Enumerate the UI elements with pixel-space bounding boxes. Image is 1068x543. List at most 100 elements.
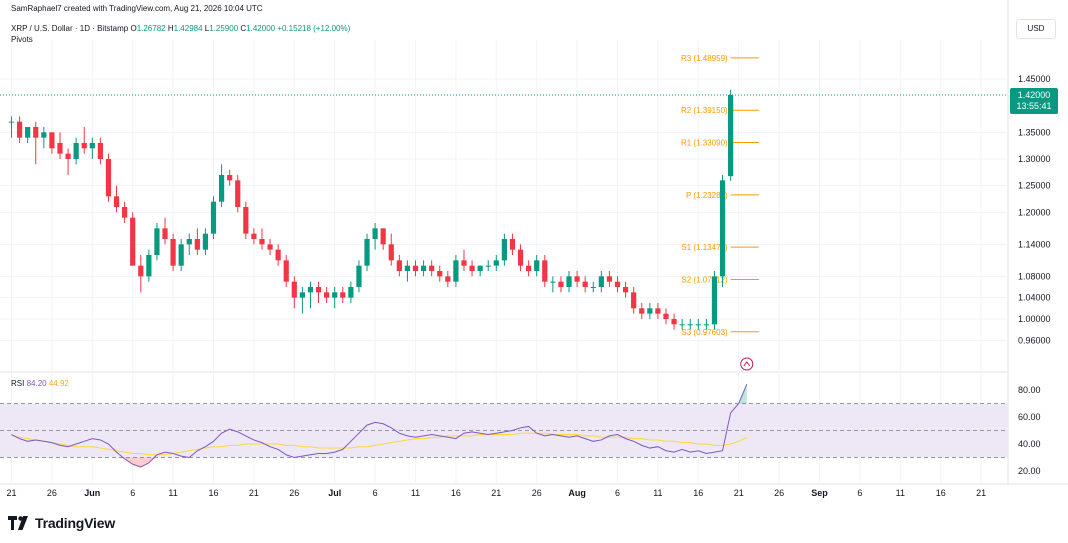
- time-tick-label: 26: [532, 488, 542, 498]
- rsi-legend[interactable]: RSI 84.20 44.92: [11, 379, 69, 388]
- candle-body: [380, 228, 386, 245]
- candle-body: [679, 324, 685, 326]
- candle-body: [412, 265, 419, 271]
- candle-body: [202, 233, 209, 250]
- candle-body: [622, 287, 629, 293]
- ohlc-high: H1.42984: [167, 24, 203, 33]
- event-marker-glyph: [743, 361, 751, 367]
- candle-body: [388, 244, 394, 261]
- candle-body: [275, 249, 281, 261]
- candle-body: [178, 244, 184, 266]
- candle-body: [687, 324, 693, 326]
- candle-body: [420, 265, 427, 271]
- candle-body: [113, 196, 120, 207]
- pivot-label-s3: S3 (0.97603): [681, 328, 728, 337]
- tradingview-logo-icon: [8, 516, 28, 530]
- candle-body: [186, 239, 192, 245]
- candle-body: [461, 260, 467, 266]
- candle-body: [542, 260, 548, 282]
- chart-header: SamRaphael7 created with TradingView.com…: [0, 0, 1068, 44]
- price-tick-label: 1.35000: [1018, 127, 1051, 137]
- candle-body: [550, 281, 556, 283]
- candle-body: [283, 260, 289, 282]
- candle-body: [493, 260, 499, 266]
- time-tick-label: 16: [208, 488, 218, 498]
- ohlc-low: L1.25900: [204, 24, 239, 33]
- time-tick-label: 6: [373, 488, 378, 498]
- time-tick-label: 16: [451, 488, 461, 498]
- candle-body: [453, 260, 459, 282]
- ohlc-close: C1.42000: [240, 24, 276, 33]
- candle-body: [138, 265, 144, 277]
- candle-body: [324, 292, 330, 298]
- pivot-label-s2: S2 (1.07412): [681, 275, 728, 284]
- candle-body: [695, 324, 701, 326]
- pivot-label-r3: R3 (1.48959): [681, 54, 728, 63]
- time-tick-label: 26: [47, 488, 57, 498]
- rsi-ma-value: 44.92: [48, 379, 69, 388]
- candle-body: [243, 207, 249, 234]
- bar-countdown: 13:55:41: [1016, 101, 1051, 111]
- candle-body: [291, 281, 297, 298]
- candle-body: [25, 127, 31, 138]
- time-tick-label: 6: [857, 488, 862, 498]
- pivot-label-r2: R2 (1.39150): [681, 106, 728, 115]
- ohlc-open: O1.26782: [130, 24, 166, 33]
- candle-body: [517, 249, 524, 266]
- candle-body: [97, 143, 103, 159]
- symbol-ohlc-line: XRP / U.S. Dollar · 1D · Bitstamp O1.267…: [11, 24, 350, 33]
- rsi-tick-label: 20.00: [1018, 466, 1041, 476]
- last-price-badge: [1010, 88, 1058, 114]
- time-tick-label: 11: [896, 488, 905, 498]
- candle-body: [566, 276, 572, 287]
- candle-body: [396, 260, 402, 271]
- currency-button[interactable]: USD: [1016, 19, 1056, 39]
- time-tick-label: 11: [411, 488, 420, 498]
- indicator-label-pivots[interactable]: Pivots: [11, 35, 33, 44]
- candle-body: [711, 276, 718, 325]
- rsi-oversold-fill: [116, 457, 157, 467]
- candle-body: [558, 281, 564, 287]
- pivot-label-s1: S1 (1.13472): [681, 243, 728, 252]
- time-tick-label: Aug: [568, 488, 586, 498]
- candle-body: [267, 244, 273, 250]
- price-tick-label: 1.08000: [1018, 271, 1051, 281]
- symbol-title: XRP / U.S. Dollar · 1D · Bitstamp: [11, 24, 129, 33]
- candle-body: [122, 207, 128, 218]
- time-tick-label: 16: [693, 488, 703, 498]
- candle-body: [89, 143, 95, 149]
- price-tick-label: 0.96000: [1018, 335, 1051, 345]
- candle-body: [534, 260, 540, 271]
- tradingview-logo[interactable]: TradingView: [8, 512, 115, 534]
- candle-body: [606, 276, 613, 282]
- price-tick-label: 1.45000: [1018, 74, 1051, 84]
- candle-body: [8, 121, 15, 123]
- candle-body: [501, 239, 507, 261]
- time-tick-label: Jul: [328, 488, 341, 498]
- candle-body: [404, 265, 411, 271]
- candle-body: [364, 239, 370, 266]
- price-tick-label: 1.30000: [1018, 154, 1051, 164]
- candle-body: [526, 265, 532, 271]
- event-marker-icon: [740, 357, 754, 371]
- candle-body: [477, 265, 483, 271]
- candle-body: [81, 143, 87, 149]
- candle-body: [429, 265, 435, 271]
- candle-body: [372, 228, 378, 239]
- candle-body: [162, 228, 168, 239]
- candle-body: [315, 287, 322, 293]
- time-tick-label: 26: [774, 488, 784, 498]
- candle-body: [218, 175, 225, 202]
- candle-body: [590, 287, 596, 288]
- candle-body: [728, 95, 734, 177]
- pivot-label-r1: R1 (1.33090): [681, 139, 728, 148]
- candle-body: [73, 143, 79, 159]
- pivot-label-p: P (1.23281): [686, 191, 728, 200]
- rsi-tick-label: 40.00: [1018, 439, 1041, 449]
- time-tick-label: 21: [976, 488, 986, 498]
- candle-body: [469, 265, 475, 271]
- price-tick-label: 1.00000: [1018, 314, 1051, 324]
- price-tick-label: 1.20000: [1018, 207, 1051, 217]
- candle-body: [631, 292, 637, 309]
